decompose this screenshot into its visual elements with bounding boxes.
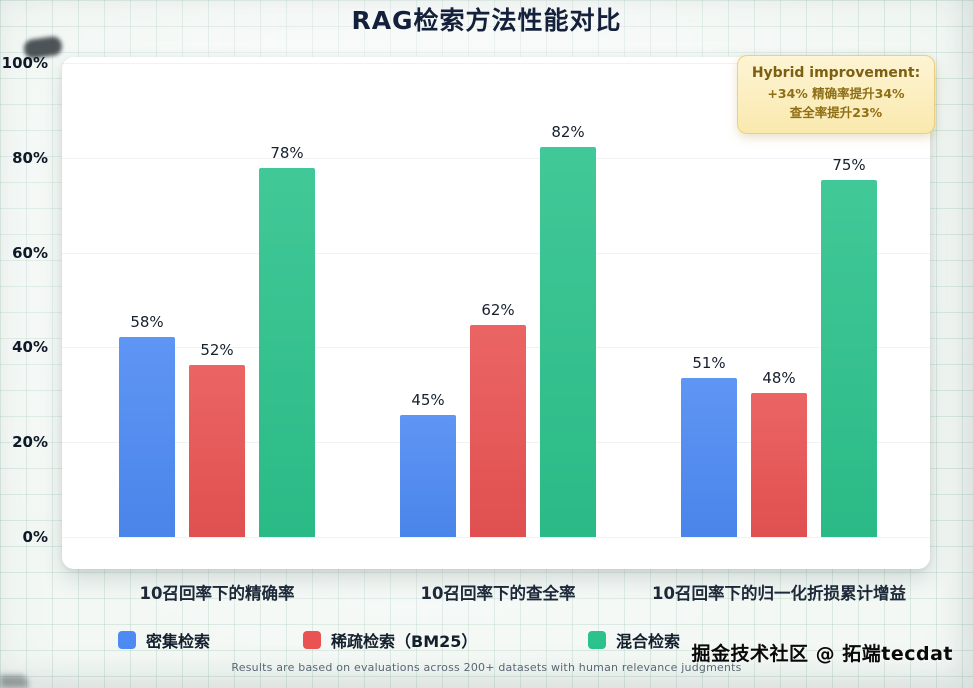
bar-group-3: 51% 48% 75% <box>681 63 877 537</box>
bar-slot: 52% <box>189 63 245 537</box>
y-tick-label: 80% <box>12 148 48 167</box>
bar-value-label: 75% <box>832 156 866 175</box>
bar-series2-group3 <box>751 392 807 537</box>
bar-series3-group1 <box>259 168 315 537</box>
bar-series1-group1 <box>119 336 175 537</box>
bar-series3-group3 <box>821 180 877 537</box>
legend-swatch <box>588 631 606 649</box>
plot-area: 58% 52% 78% 45% 62% 82% 51% 48% 75% <box>62 63 930 538</box>
bar-slot: 75% <box>821 63 877 537</box>
y-tick-label: 0% <box>22 528 48 546</box>
bar-value-label: 62% <box>481 301 515 320</box>
legend-item: 混合检索 <box>588 628 680 652</box>
legend-label: 混合检索 <box>616 632 681 651</box>
legend-item: 密集检索 <box>118 628 210 652</box>
gridline <box>62 157 930 159</box>
gridline <box>62 63 930 64</box>
bar-series1-group3 <box>681 378 737 537</box>
bar-slot: 45% <box>400 63 456 537</box>
bar-slot: 48% <box>751 63 807 537</box>
plot-card: 58% 52% 78% 45% 62% 82% 51% 48% 75% <box>62 57 930 569</box>
bar-series2-group1 <box>189 364 245 537</box>
bar-value-label: 82% <box>551 122 585 141</box>
smudge-bottom-left <box>0 675 28 688</box>
y-tick-label: 40% <box>12 338 48 357</box>
bar-value-label: 45% <box>411 391 445 410</box>
chart-title: RAG检索方法性能对比 <box>351 6 622 35</box>
legend-label: 密集检索 <box>146 632 211 651</box>
bar-series2-group2 <box>470 325 526 537</box>
y-axis: 100% 80% 60% 40% 20% 0% <box>0 54 54 546</box>
gridline <box>62 252 930 254</box>
annotation-title: Hybrid improvement: <box>751 65 921 81</box>
bar-slot: 82% <box>540 63 596 537</box>
x-axis-label: 10召回率下的精确率 <box>139 584 295 603</box>
bar-slot: 62% <box>470 63 526 537</box>
y-tick-label: 100% <box>1 54 48 72</box>
annotation-box: Hybrid improvement: +34% 精确率提升34% 查全率提升2… <box>737 55 935 134</box>
annotation-line-1: +34% 精确率提升34% <box>767 86 905 101</box>
bar-slot: 51% <box>681 63 737 537</box>
bar-value-label: 52% <box>200 340 234 359</box>
legend-swatch <box>303 631 321 649</box>
x-axis-label: 10召回率下的归一化折损累计增益 <box>652 584 906 603</box>
bar-group-1: 58% 52% 78% <box>119 63 315 537</box>
x-axis-labels: 10召回率下的精确率 10召回率下的查全率 10召回率下的归一化折损累计增益 <box>62 580 930 608</box>
bar-slot: 78% <box>259 63 315 537</box>
bar-value-label: 58% <box>130 312 164 331</box>
bar-value-label: 48% <box>762 368 796 387</box>
gridline <box>62 537 930 538</box>
legend: 密集检索 稀疏检索（BM25） 混合检索 <box>62 628 930 654</box>
bar-value-label: 51% <box>692 354 726 373</box>
bar-value-label: 78% <box>270 144 304 163</box>
annotation-line-2: 查全率提升23% <box>789 105 883 121</box>
bar-group-2: 45% 62% 82% <box>400 63 596 537</box>
bar-series1-group2 <box>400 415 456 537</box>
bar-series3-group2 <box>540 146 596 537</box>
legend-item: 稀疏检索（BM25） <box>303 628 477 652</box>
bar-slot: 58% <box>119 63 175 537</box>
x-axis-label: 10召回率下的查全率 <box>420 584 576 603</box>
y-tick-label: 60% <box>12 243 48 262</box>
legend-label: 稀疏检索（BM25） <box>331 632 478 651</box>
legend-swatch <box>118 631 136 649</box>
footnote: Results are based on evaluations across … <box>231 661 742 674</box>
y-tick-label: 20% <box>12 433 48 452</box>
watermark: 掘金技术社区 @ 拓端tecdat <box>691 643 953 665</box>
